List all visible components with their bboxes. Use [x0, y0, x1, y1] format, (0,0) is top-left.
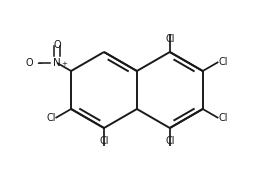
- Text: +: +: [61, 61, 68, 67]
- Text: O: O: [53, 40, 61, 50]
- Text: Cl: Cl: [218, 57, 228, 67]
- Text: Cl: Cl: [165, 136, 174, 146]
- Text: O: O: [26, 58, 33, 68]
- Text: Cl: Cl: [218, 113, 228, 123]
- Text: Cl: Cl: [165, 34, 174, 44]
- Text: Cl: Cl: [99, 136, 109, 146]
- Text: Cl: Cl: [46, 113, 56, 123]
- Text: −: −: [36, 61, 42, 67]
- Text: N: N: [53, 58, 61, 68]
